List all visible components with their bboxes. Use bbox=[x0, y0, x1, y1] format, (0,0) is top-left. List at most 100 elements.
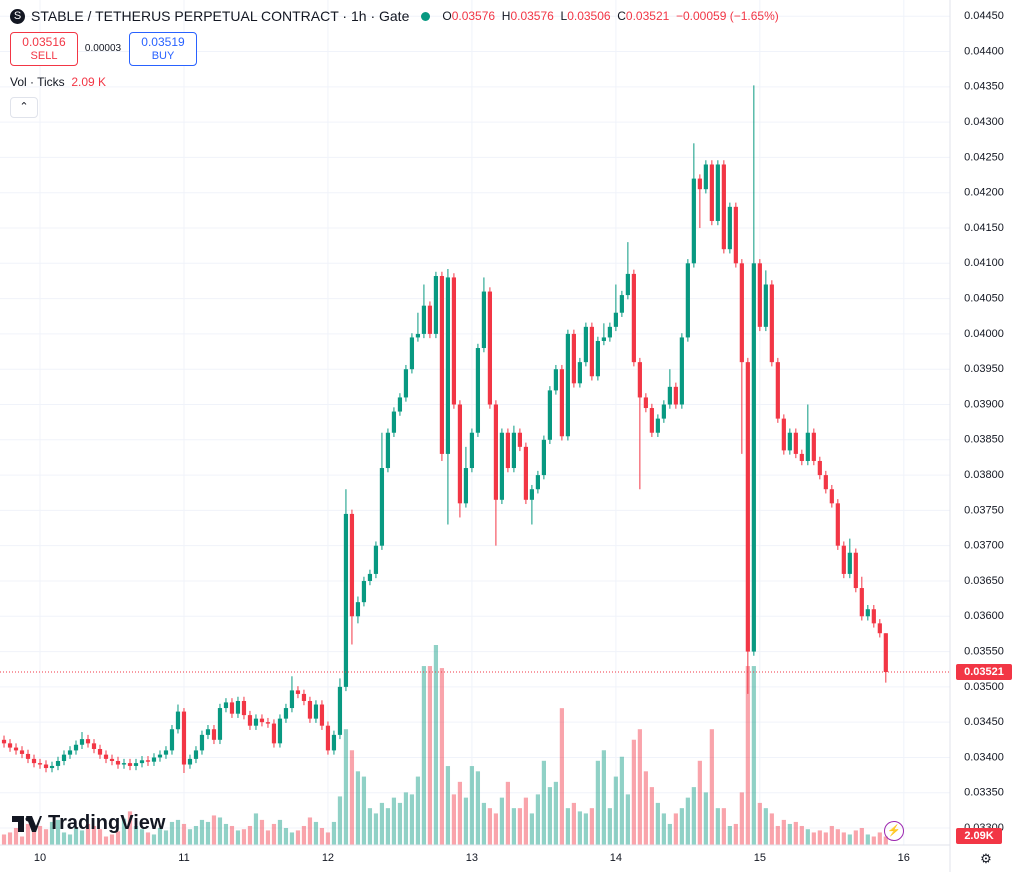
volume-bar bbox=[559, 708, 564, 845]
volume-bar bbox=[13, 827, 19, 845]
buy-label: BUY bbox=[151, 50, 175, 62]
volume-bar bbox=[853, 830, 858, 845]
indicator-name[interactable]: Vol · Ticks bbox=[10, 75, 65, 89]
candle-body bbox=[679, 337, 684, 405]
candle-body bbox=[691, 178, 696, 264]
volume-bar bbox=[25, 823, 31, 845]
candle-body bbox=[589, 326, 594, 377]
volume-bar bbox=[295, 830, 301, 845]
candle-body bbox=[133, 763, 139, 766]
volume-bar bbox=[157, 827, 163, 845]
candle-body bbox=[877, 623, 882, 634]
volume-bar bbox=[133, 825, 139, 845]
volume-bar bbox=[115, 831, 121, 845]
candle-body bbox=[223, 702, 229, 709]
sell-price: 0.03516 bbox=[22, 35, 66, 49]
volume-bar bbox=[613, 776, 618, 845]
volume-bar bbox=[787, 823, 792, 845]
ohlc-value: 0.03576 bbox=[510, 9, 554, 23]
buy-price: 0.03519 bbox=[141, 35, 185, 49]
candle-body bbox=[433, 276, 439, 334]
candle-body bbox=[865, 609, 870, 617]
y-tick-label: 0.03900 bbox=[964, 398, 1004, 410]
collapse-button[interactable]: ⌃ bbox=[10, 97, 38, 118]
candle-body bbox=[37, 763, 43, 765]
candle-body bbox=[847, 552, 852, 574]
volume-bar bbox=[169, 821, 175, 845]
candle-body bbox=[115, 760, 121, 765]
y-tick-label: 0.03600 bbox=[964, 610, 1004, 622]
volume-bar bbox=[511, 808, 517, 845]
candle-body bbox=[463, 468, 469, 504]
volume-bar bbox=[271, 823, 277, 845]
y-tick-label: 0.04100 bbox=[964, 257, 1004, 269]
volume-bar bbox=[523, 797, 528, 845]
candle-body bbox=[211, 729, 217, 740]
volume-bar bbox=[493, 813, 499, 845]
x-tick-label: 11 bbox=[178, 852, 189, 864]
y-tick-label: 0.04250 bbox=[964, 151, 1004, 163]
volume-bar bbox=[769, 813, 774, 845]
volume-bar bbox=[445, 766, 451, 845]
sell-button[interactable]: 0.03516 SELL bbox=[10, 32, 78, 66]
candle-body bbox=[85, 739, 91, 744]
candle-body bbox=[217, 708, 223, 740]
x-tick-label: 16 bbox=[898, 852, 910, 864]
lightning-button[interactable]: ⚡ bbox=[884, 821, 904, 841]
volume-bar bbox=[7, 832, 13, 845]
symbol-icon: S bbox=[10, 8, 25, 24]
volume-bar bbox=[697, 760, 702, 845]
ohlc-value: 0.03521 bbox=[625, 9, 670, 23]
volume-bar bbox=[43, 829, 49, 845]
y-tick-label: 0.03350 bbox=[964, 787, 1004, 799]
volume-bar bbox=[715, 808, 720, 845]
candle-body bbox=[793, 432, 798, 454]
candle-body bbox=[577, 362, 582, 384]
candle-body bbox=[265, 722, 271, 724]
candle-body bbox=[601, 337, 606, 341]
candle-body bbox=[673, 386, 678, 405]
candle-body bbox=[529, 489, 534, 500]
volume-bar bbox=[265, 830, 271, 845]
candle-body bbox=[631, 273, 636, 363]
candle-body bbox=[607, 326, 612, 338]
volume-bar bbox=[883, 836, 888, 845]
price-tag bbox=[956, 664, 1012, 681]
y-tick-label: 0.03750 bbox=[964, 504, 1004, 516]
volume-bar bbox=[799, 825, 804, 845]
x-tick-label: 13 bbox=[466, 852, 478, 864]
ohlc-key: C bbox=[617, 9, 626, 23]
volume-bar bbox=[487, 808, 493, 845]
candle-body bbox=[235, 700, 241, 714]
y-tick-label: 0.04150 bbox=[964, 222, 1004, 234]
volume-bar bbox=[235, 830, 241, 845]
buy-button[interactable]: 0.03519 BUY bbox=[129, 32, 197, 66]
ohlc-key: H bbox=[501, 9, 511, 23]
indicator-value: 2.09 K bbox=[71, 75, 107, 89]
candle-body bbox=[439, 276, 445, 454]
y-tick-label: 0.03450 bbox=[964, 716, 1004, 728]
candle-body bbox=[883, 633, 888, 673]
candle-body bbox=[331, 734, 337, 751]
candle-body bbox=[301, 693, 307, 701]
volume-bar bbox=[757, 802, 762, 845]
volume-bar bbox=[481, 802, 487, 845]
change: −0.00059 (−1.65%) bbox=[675, 9, 779, 23]
y-tick-label: 0.03700 bbox=[964, 540, 1004, 552]
volume-bar bbox=[91, 825, 97, 845]
ohlc-key: O bbox=[442, 9, 452, 23]
volume-bar bbox=[565, 808, 570, 845]
volume-bar bbox=[307, 817, 313, 845]
volume-bar bbox=[199, 819, 205, 845]
volume-bar bbox=[685, 797, 690, 845]
volume-bar bbox=[751, 666, 756, 845]
volume-bar bbox=[343, 729, 349, 845]
volume-bar bbox=[865, 834, 870, 845]
settings-button[interactable]: ⚙ bbox=[980, 851, 992, 866]
logo: TradingView bbox=[12, 812, 165, 835]
candle-body bbox=[169, 729, 175, 751]
symbol-title[interactable]: STABLE / TETHERUS PERPETUAL CONTRACT · 1… bbox=[31, 8, 410, 24]
volume-bar bbox=[109, 834, 115, 845]
logo-text: TradingView bbox=[48, 812, 166, 834]
